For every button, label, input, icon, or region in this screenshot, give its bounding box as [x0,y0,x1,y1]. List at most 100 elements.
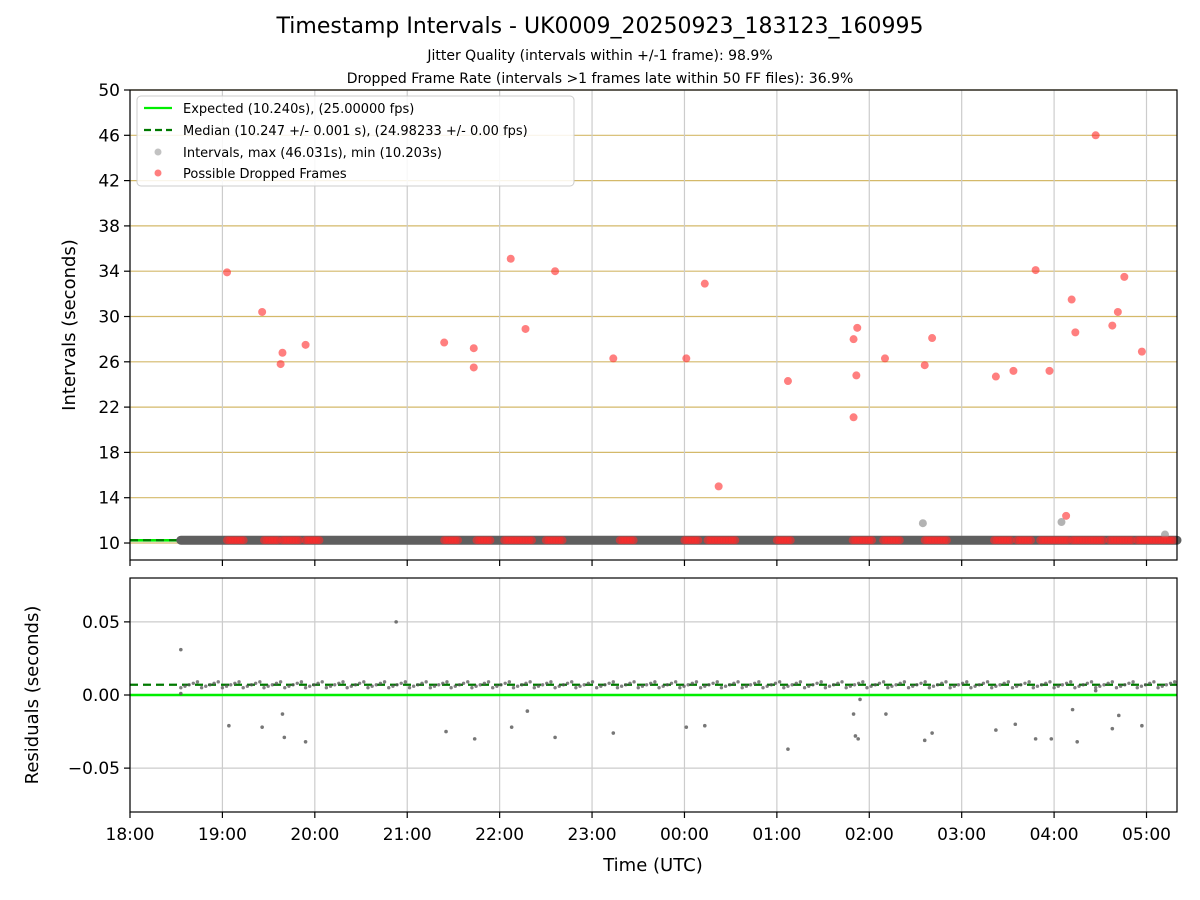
residual-point [403,680,408,684]
residual-point [362,680,366,684]
residual-point [280,712,285,716]
residual-point [224,684,229,688]
residual-point [985,680,990,684]
residual-point [382,680,387,684]
residual-point [773,681,778,685]
residual-point [590,680,595,684]
residual-point [669,681,674,685]
dropped-frame-point [783,377,792,386]
dropped-frame-point [849,335,858,344]
residual-point [807,684,811,688]
residual-point [819,680,823,684]
residual-point [424,680,428,684]
residual-point [357,681,362,685]
residual-point [374,683,378,687]
residual-point [1006,680,1011,684]
residual-point [341,680,345,684]
residual-point [1131,680,1135,684]
residual-point [407,685,412,690]
residual-point [1052,685,1056,690]
residual-point [233,681,237,685]
residual-point [703,684,707,688]
residual-point [1002,681,1006,685]
residual-point [998,683,1002,687]
residual-point [472,737,477,741]
dropped-frame-point [558,536,567,545]
dropped-frame-point [1169,536,1178,545]
residual-point [786,684,790,688]
residual-point [736,680,740,684]
dropped-frame-point [731,536,740,545]
residual-point [394,620,398,624]
residual-point [457,683,462,687]
dropped-frame-point [1062,511,1071,520]
dropped-frame-point [315,536,324,545]
residual-point [495,684,499,688]
jitter-quality-subtitle: Jitter Quality (intervals within +/-1 fr… [427,48,773,64]
dropped-frame-point [609,354,618,363]
intervals-y-axis-label: Intervals (seconds) [59,239,80,411]
residuals-ticks: 0.05 0.00 −0.05 18:00 19:00 20:00 21:00 22:00 23… [68,613,1171,845]
intervals-points [176,131,1182,545]
residual-point [930,731,934,735]
residual-point [291,683,295,687]
residual-point [723,684,728,688]
residual-point [399,681,403,685]
y-tick-label: 50 [98,81,120,101]
residual-point [823,685,828,690]
residual-point [661,684,665,688]
residual-point [449,685,453,690]
residual-point [923,680,927,684]
residual-point [1143,683,1148,687]
residual-point [981,681,986,685]
residual-point [640,684,645,688]
dropped-frame-point [454,536,463,545]
dropped-frame-point [469,363,478,372]
residual-point [815,681,819,685]
residual-point [1140,723,1144,728]
residual-point [1044,681,1048,685]
residual-point [702,723,707,728]
dropped-frame-point [1091,131,1100,140]
residual-point [1027,680,1031,684]
residual-point [911,684,915,688]
dropped-frame-point [278,348,287,357]
residual-point [611,680,616,684]
residual-point [1106,681,1110,685]
residual-point [856,737,860,741]
residual-point [1110,680,1115,684]
residual-point [711,681,715,685]
residual-point [944,680,948,684]
x-tick-label: 19:00 [198,825,247,845]
residual-point [952,684,956,688]
dropped-frame-point [852,371,861,380]
residual-point [686,683,690,687]
residual-point [1156,685,1160,690]
residual-point [532,685,536,690]
residual-point [241,685,245,690]
residual-point [840,680,844,684]
residual-point [216,680,220,684]
dropped-frame-point [1120,272,1129,281]
residual-point [1098,684,1102,688]
residual-point [931,684,936,688]
residual-point [836,681,840,685]
y-tick-label: 0.00 [82,686,120,706]
residual-point [303,740,308,744]
residual-point [441,681,445,685]
residual-point [752,681,757,685]
interval-point [918,519,927,528]
residual-point [1075,740,1079,744]
residual-point [678,685,682,690]
y-tick-label: 34 [98,262,120,282]
residual-point [253,681,258,685]
residual-point [777,680,782,684]
residual-point [545,681,549,685]
dropped-frame-point [920,361,929,370]
residual-point [969,685,973,690]
dropped-frame-point [700,279,709,288]
residual-point [499,683,503,687]
residual-point [332,683,337,687]
dropped-frame-point [694,536,703,545]
residual-point [1085,681,1090,685]
